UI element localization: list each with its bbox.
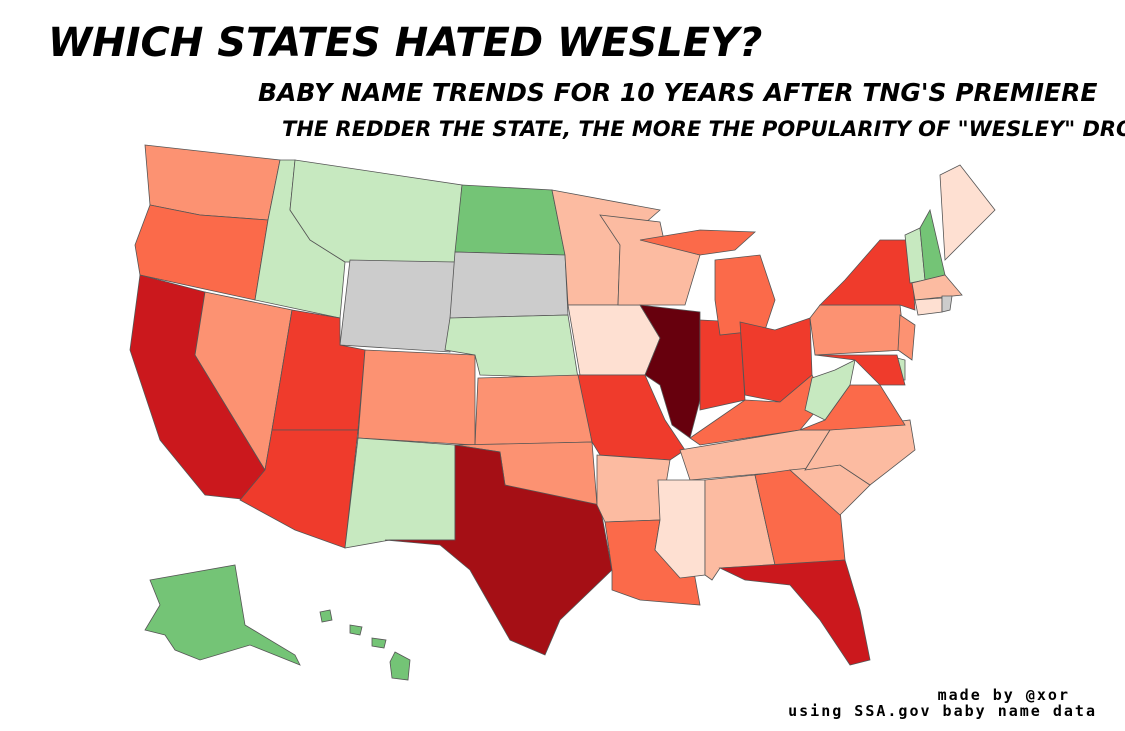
state (357, 349, 476, 446)
credit: using SSA.gov baby name data (788, 702, 1097, 720)
state (804, 359, 856, 421)
state (814, 354, 906, 386)
state (371, 637, 387, 649)
state (454, 184, 566, 256)
state (639, 229, 757, 256)
state (389, 651, 411, 681)
state (144, 564, 301, 666)
state (718, 559, 871, 666)
state (384, 444, 613, 656)
state (444, 314, 579, 379)
title: WHICH STATES HATED WESLEY? (48, 20, 762, 66)
state (339, 259, 456, 353)
credit: made by @xor (938, 686, 1070, 704)
state (577, 374, 686, 461)
state (911, 274, 963, 301)
state (349, 624, 363, 636)
state (474, 374, 593, 446)
state (819, 239, 916, 311)
state (919, 208, 946, 281)
state (449, 251, 569, 319)
state (344, 437, 456, 549)
subtitle: BABY NAME TRENDS FOR 10 YEARS AFTER TNG'… (258, 78, 1097, 107)
us-map (129, 144, 996, 681)
state (599, 214, 701, 306)
state (239, 429, 359, 549)
state (914, 297, 943, 316)
caption: THE REDDER THE STATE, THE MORE THE POPUL… (282, 117, 1125, 141)
state (897, 314, 916, 361)
state (941, 295, 953, 313)
state (809, 304, 906, 356)
state (939, 164, 996, 261)
state (319, 609, 333, 623)
state (754, 469, 846, 566)
